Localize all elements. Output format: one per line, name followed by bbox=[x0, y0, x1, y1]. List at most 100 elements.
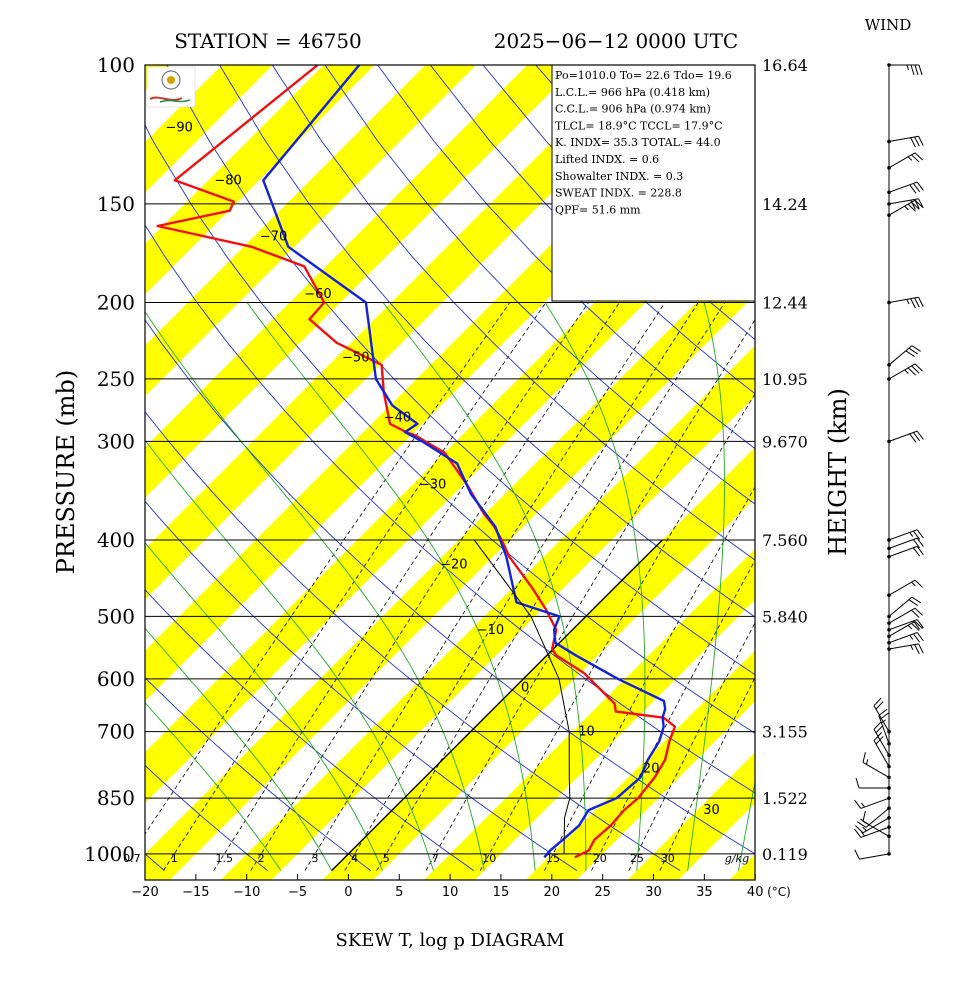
wind-barb-flag bbox=[914, 644, 920, 655]
info-line: Lifted INDX. = 0.6 bbox=[555, 153, 659, 166]
dry-adiabat bbox=[145, 853, 165, 871]
x-tick-label: 40 bbox=[747, 885, 764, 900]
wind-title: WIND bbox=[865, 16, 912, 34]
wind-barb-shaft bbox=[888, 579, 916, 596]
x-tick-label: 15 bbox=[493, 885, 510, 900]
dry-adiabat bbox=[145, 124, 755, 734]
x-tick-label: 10 bbox=[442, 885, 459, 900]
isotherm-band bbox=[0, 29, 4, 887]
pressure-tick-label: 700 bbox=[97, 720, 135, 744]
x-tick-label: −15 bbox=[182, 885, 209, 900]
wind-barb-half bbox=[910, 645, 914, 651]
moist-adiabat bbox=[145, 439, 434, 871]
wind-barb bbox=[854, 825, 891, 838]
wind-barb-flag bbox=[857, 821, 867, 828]
isotherm-label: −70 bbox=[260, 230, 287, 245]
wind-barb-half bbox=[877, 732, 882, 737]
zero-isotherm-line bbox=[331, 539, 663, 872]
wind-barb bbox=[887, 345, 921, 367]
wind-barb bbox=[887, 643, 924, 655]
isotherm-label: −10 bbox=[477, 623, 504, 638]
wind-barb-flag bbox=[875, 724, 884, 734]
wind-barb-half bbox=[904, 369, 909, 374]
wind-barb-shaft bbox=[873, 705, 890, 732]
info-line: SWEAT INDX. = 228.8 bbox=[555, 187, 682, 200]
logo-swoosh bbox=[149, 96, 183, 101]
wind-barb-flag bbox=[910, 199, 916, 210]
dry-adiabat bbox=[904, 65, 960, 871]
datetime-title: 2025−06−12 0000 UTC bbox=[494, 29, 738, 53]
wind-barb bbox=[854, 796, 891, 809]
height-tick-label: 3.155 bbox=[762, 723, 808, 742]
mixing-ratio-line bbox=[145, 302, 511, 835]
wind-barb bbox=[855, 815, 891, 834]
pressure-tick-label: 850 bbox=[97, 786, 135, 810]
x-tick-label: 5 bbox=[395, 885, 403, 900]
wind-barb-flag bbox=[905, 350, 915, 357]
station-title: STATION = 46750 bbox=[174, 29, 362, 53]
dry-adiabat bbox=[377, 65, 755, 450]
wind-barb-half bbox=[911, 581, 916, 587]
wind-barb-flag bbox=[910, 137, 916, 148]
pressure-tick-label: 100 bbox=[97, 53, 135, 77]
wind-barb bbox=[862, 752, 891, 780]
isotherm-band bbox=[220, 345, 755, 880]
wind-barb-flag bbox=[916, 529, 924, 539]
wind-barb-shaft bbox=[888, 529, 918, 541]
pressure-tick-label: 400 bbox=[97, 528, 135, 552]
wind-barb-shaft bbox=[888, 632, 918, 644]
wind-barb-flag bbox=[918, 643, 924, 654]
wind-barb-flag bbox=[878, 708, 888, 716]
wind-barb-flag bbox=[909, 433, 917, 443]
mixing-ratio-label: 20 bbox=[593, 852, 607, 865]
wind-barb bbox=[887, 619, 924, 632]
isotherm-band bbox=[525, 650, 755, 880]
wind-barb-flag bbox=[911, 365, 920, 374]
pressure-tick-label: 250 bbox=[97, 367, 135, 391]
wind-barb-flag bbox=[855, 825, 864, 834]
wind-barb-flag bbox=[862, 811, 866, 822]
isotherm-label: 10 bbox=[578, 725, 595, 740]
wind-barb-flag bbox=[913, 547, 921, 557]
isotherm-label: −40 bbox=[384, 411, 411, 426]
mixing-ratio-line bbox=[628, 622, 755, 871]
isotherm-band bbox=[145, 142, 755, 804]
wind-barb-flag bbox=[909, 184, 917, 194]
mixing-ratio-label: 30 bbox=[661, 852, 675, 865]
height-tick-label: 14.24 bbox=[762, 195, 808, 214]
x-tick-label: −5 bbox=[288, 885, 307, 900]
wind-barb-flag bbox=[913, 530, 921, 540]
info-line: C.C.L.= 906 hPa (0.974 km) bbox=[555, 103, 711, 116]
y-axis-right-title: HEIGHT (km) bbox=[824, 388, 852, 556]
wind-barb bbox=[887, 363, 923, 381]
wind-barb-shaft bbox=[862, 817, 890, 834]
wind-barb-flag bbox=[914, 297, 920, 308]
wind-barb-flag bbox=[913, 620, 921, 630]
wind-barb-flag bbox=[873, 697, 882, 707]
moist-adiabat bbox=[145, 541, 383, 871]
mixing-ratio-label: 3 bbox=[311, 852, 318, 865]
x-tick-label: 25 bbox=[594, 885, 611, 900]
isotherm-label: −20 bbox=[440, 558, 467, 573]
moist-adiabat bbox=[145, 627, 333, 871]
wind-barb-flag bbox=[916, 632, 924, 642]
wind-barb-flag bbox=[855, 777, 860, 789]
wind-barb-flag bbox=[914, 199, 920, 209]
isotherm-label: 30 bbox=[703, 803, 720, 818]
series-parcel bbox=[473, 539, 571, 854]
dry-adiabat bbox=[145, 411, 681, 871]
moist-adiabat bbox=[687, 302, 725, 871]
isotherm-label: −80 bbox=[214, 173, 241, 188]
wind-barb-flag bbox=[911, 609, 920, 618]
isotherm-band bbox=[926, 29, 960, 887]
dry-adiabat bbox=[219, 65, 755, 618]
x-tick-label: 30 bbox=[645, 885, 662, 900]
wind-barb-flag bbox=[911, 622, 920, 631]
wind-barb-flag bbox=[910, 298, 916, 309]
dry-adiabat bbox=[145, 319, 755, 855]
dry-adiabat bbox=[324, 65, 755, 505]
wind-barb-shaft bbox=[873, 740, 890, 767]
mixing-ratio-label: 25 bbox=[630, 852, 644, 865]
height-tick-label: 0.119 bbox=[762, 845, 808, 864]
